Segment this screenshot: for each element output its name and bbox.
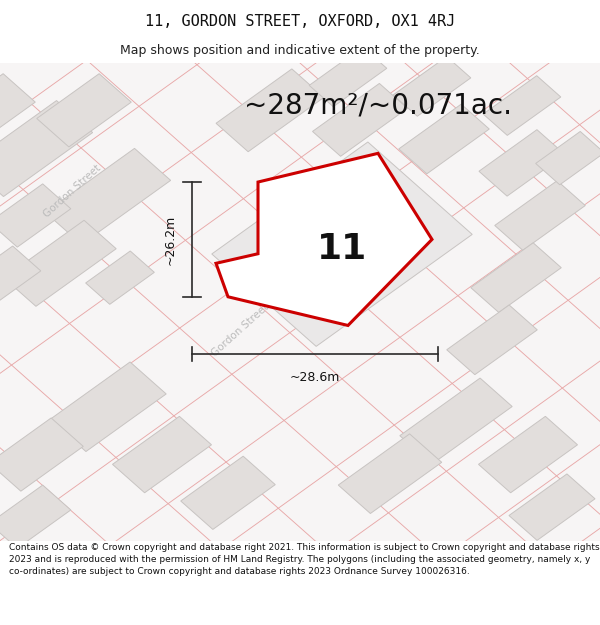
Text: ~287m²/~0.071ac.: ~287m²/~0.071ac. xyxy=(244,91,512,119)
Polygon shape xyxy=(495,181,585,251)
Polygon shape xyxy=(181,456,275,529)
Polygon shape xyxy=(50,362,166,451)
Polygon shape xyxy=(393,56,471,116)
Polygon shape xyxy=(216,69,324,152)
Polygon shape xyxy=(0,246,41,309)
Text: Gordon Street: Gordon Street xyxy=(209,302,271,359)
Text: 11: 11 xyxy=(317,232,367,266)
Polygon shape xyxy=(46,148,170,244)
Polygon shape xyxy=(4,220,116,306)
Text: ~28.6m: ~28.6m xyxy=(290,371,340,384)
Text: ~26.2m: ~26.2m xyxy=(164,214,177,264)
Polygon shape xyxy=(37,74,131,147)
Polygon shape xyxy=(112,416,212,492)
Polygon shape xyxy=(338,434,442,514)
Polygon shape xyxy=(0,74,35,147)
Text: Map shows position and indicative extent of the property.: Map shows position and indicative extent… xyxy=(120,44,480,57)
Polygon shape xyxy=(0,184,71,247)
Polygon shape xyxy=(0,418,83,491)
Polygon shape xyxy=(313,84,407,156)
Polygon shape xyxy=(471,243,561,312)
Polygon shape xyxy=(86,251,154,304)
Polygon shape xyxy=(509,474,595,541)
Polygon shape xyxy=(309,47,387,107)
Polygon shape xyxy=(536,131,600,185)
Polygon shape xyxy=(478,416,578,492)
Text: 11, GORDON STREET, OXFORD, OX1 4RJ: 11, GORDON STREET, OXFORD, OX1 4RJ xyxy=(145,14,455,29)
Polygon shape xyxy=(212,142,472,346)
Polygon shape xyxy=(400,378,512,464)
Polygon shape xyxy=(0,485,71,548)
Polygon shape xyxy=(399,104,489,174)
Text: Contains OS data © Crown copyright and database right 2021. This information is : Contains OS data © Crown copyright and d… xyxy=(9,543,599,576)
Polygon shape xyxy=(0,101,92,196)
Text: Gordon Street: Gordon Street xyxy=(41,163,103,220)
Polygon shape xyxy=(479,129,565,196)
Polygon shape xyxy=(483,76,561,136)
Polygon shape xyxy=(216,153,432,326)
Polygon shape xyxy=(447,305,537,374)
